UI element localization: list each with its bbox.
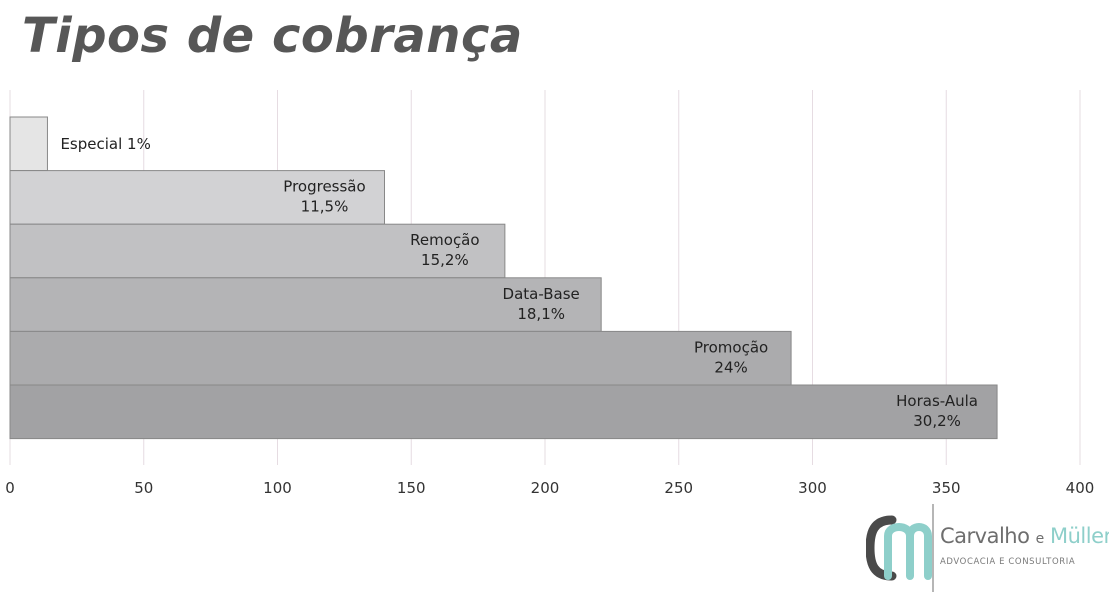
bar-value-label: 24%: [714, 358, 747, 376]
bar-category-label: Promoção: [694, 338, 768, 356]
brand-name-first: Carvalho: [940, 524, 1030, 548]
x-tick-label: 100: [263, 479, 292, 497]
x-tick-label: 0: [5, 479, 15, 497]
bar: [9, 384, 998, 440]
x-tick-label: 200: [531, 479, 560, 497]
x-tick-label: 50: [134, 479, 153, 497]
bar: [9, 277, 602, 332]
brand-name-mid: e: [1035, 531, 1045, 547]
bar-chart: Especial 1% Progressão 11,5% Remoção 15,2% Da…: [5, 90, 1094, 497]
bar-value-label: 15,2%: [421, 251, 469, 269]
chart-title: Tipos de cobrança: [22, 8, 523, 64]
bar: [9, 223, 506, 279]
x-axis-ticks: 0 50 100 150 200 250 300 350 400: [5, 479, 1094, 497]
x-tick-label: 150: [397, 479, 426, 497]
brand-name-last: Müller: [1049, 524, 1109, 548]
bar-category-label: Remoção: [410, 231, 479, 249]
x-tick-label: 400: [1066, 479, 1095, 497]
bar: [9, 330, 792, 386]
bar-label: Especial 1%: [60, 135, 150, 153]
bar-category-label: Data-Base: [503, 285, 580, 303]
bar: [9, 170, 385, 225]
bar-category-label: Progressão: [283, 178, 365, 196]
bar: [9, 116, 48, 172]
brand-tagline: ADVOCACIA E CONSULTORIA: [940, 557, 1076, 567]
company-logo: Carvalho e Müller ADVOCACIA E CONSULTORI…: [866, 502, 1109, 594]
cm-monogram-icon: [866, 504, 934, 592]
bar-value-label: 30,2%: [913, 412, 961, 430]
x-tick-label: 350: [932, 479, 961, 497]
bar-category-label: Horas-Aula: [896, 392, 978, 410]
bars: Especial 1% Progressão 11,5% Remoção 15,2% Da…: [9, 116, 998, 440]
x-tick-label: 300: [798, 479, 827, 497]
bar-value-label: 11,5%: [301, 198, 349, 216]
x-tick-label: 250: [664, 479, 693, 497]
bar-value-label: 18,1%: [517, 305, 565, 323]
brand-name: Carvalho e Müller: [940, 524, 1109, 548]
